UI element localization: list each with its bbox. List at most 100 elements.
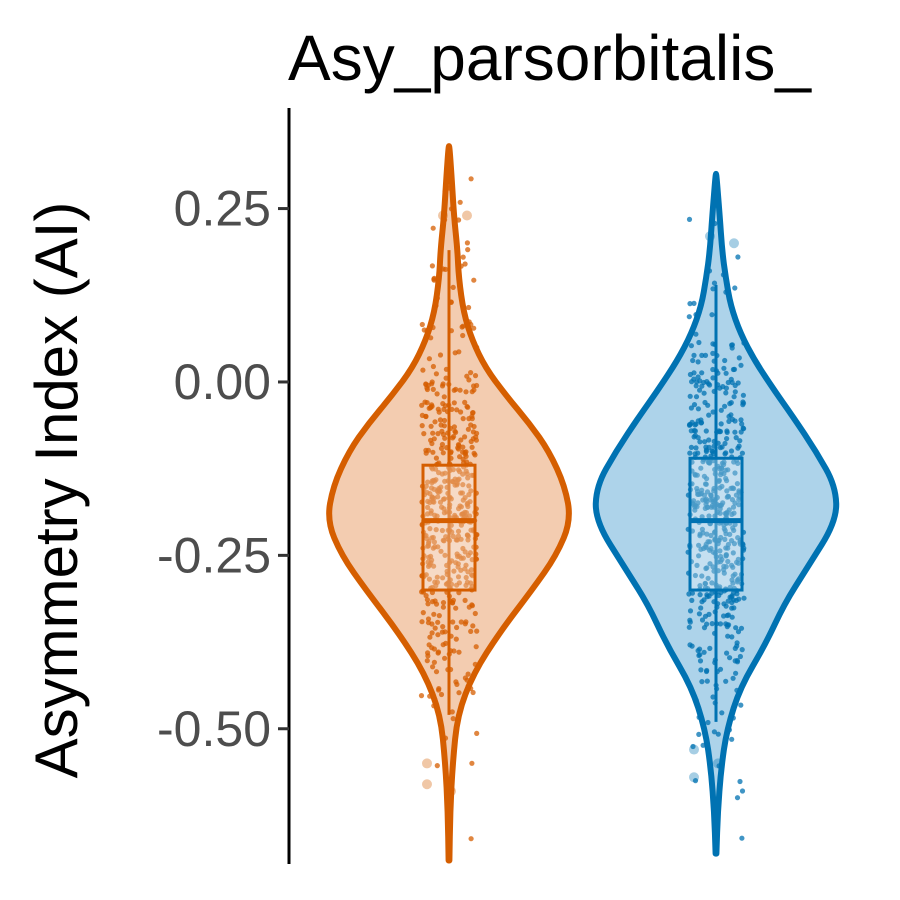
- y-axis-label: Asymmetry Index (AI): [23, 202, 90, 779]
- data-point: [469, 413, 475, 419]
- data-point: [450, 533, 456, 540]
- data-point: [428, 423, 434, 429]
- data-point: [455, 574, 462, 580]
- data-point: [426, 356, 432, 362]
- data-point: [698, 546, 704, 552]
- data-point: [734, 687, 740, 693]
- data-point: [692, 778, 699, 784]
- data-point: [450, 619, 456, 625]
- data-point: [697, 583, 703, 589]
- data-point: [455, 564, 461, 570]
- data-point: [732, 285, 738, 291]
- chart-title: Asy_parsorbitalis_: [288, 22, 812, 94]
- data-point: [442, 217, 448, 223]
- data-point: [433, 466, 439, 472]
- data-point: [688, 343, 695, 349]
- data-point: [691, 370, 697, 376]
- data-point: [454, 407, 460, 413]
- data-point: [723, 385, 730, 391]
- data-point: [435, 494, 441, 500]
- data-point: [720, 500, 726, 506]
- data-point: [691, 434, 697, 440]
- data-point: [711, 280, 718, 286]
- data-point: [425, 601, 431, 607]
- outlier-point: [689, 772, 699, 783]
- data-point: [462, 434, 468, 440]
- data-point: [428, 335, 434, 341]
- data-point: [716, 477, 723, 483]
- data-point: [463, 389, 469, 395]
- data-point: [732, 429, 738, 435]
- data-point: [729, 497, 736, 503]
- data-point: [462, 261, 468, 267]
- data-point: [702, 399, 708, 406]
- y-tick-label: 0.25: [174, 181, 271, 237]
- data-point: [472, 373, 479, 379]
- data-point: [690, 501, 696, 507]
- violin-group: [326, 143, 572, 864]
- data-point: [425, 620, 432, 626]
- data-point: [441, 496, 447, 502]
- data-point: [732, 470, 738, 476]
- data-point: [735, 380, 741, 386]
- data-point: [430, 386, 436, 392]
- data-point: [689, 590, 696, 596]
- data-point: [710, 286, 716, 292]
- data-point: [717, 666, 724, 672]
- data-point: [724, 429, 730, 435]
- data-point: [457, 454, 463, 460]
- data-point: [428, 553, 434, 560]
- data-point: [443, 640, 449, 647]
- data-point: [439, 383, 446, 389]
- data-point: [440, 450, 446, 456]
- data-point: [701, 390, 707, 396]
- violin-group: [592, 170, 840, 857]
- data-point: [724, 478, 730, 484]
- data-point: [731, 394, 737, 400]
- data-point: [462, 621, 468, 627]
- data-point: [438, 548, 444, 554]
- data-point: [687, 301, 693, 307]
- data-point: [732, 571, 738, 577]
- data-point: [458, 409, 464, 415]
- data-point: [705, 719, 711, 726]
- data-point: [699, 352, 705, 358]
- data-point: [741, 340, 747, 346]
- data-point: [693, 312, 699, 318]
- data-point: [463, 468, 469, 474]
- data-point: [423, 483, 429, 489]
- data-point: [736, 596, 742, 602]
- data-point: [465, 247, 471, 253]
- data-point: [450, 284, 456, 290]
- data-point: [686, 314, 692, 320]
- data-point: [454, 482, 460, 488]
- outlier-point: [462, 210, 472, 221]
- data-point: [420, 610, 426, 616]
- data-point: [696, 542, 702, 548]
- data-point: [704, 621, 710, 627]
- data-point: [456, 442, 462, 449]
- data-point: [450, 435, 456, 441]
- data-point: [734, 659, 741, 665]
- data-point: [465, 475, 471, 481]
- data-point: [425, 447, 431, 453]
- data-point: [465, 671, 471, 677]
- data-point: [722, 357, 728, 364]
- data-point: [463, 509, 469, 516]
- data-point: [711, 729, 718, 735]
- data-point: [704, 678, 710, 684]
- data-point: [466, 304, 472, 311]
- data-point: [689, 643, 695, 649]
- data-point: [434, 295, 440, 301]
- data-point: [719, 556, 725, 563]
- outlier-point: [446, 786, 456, 797]
- data-point: [699, 599, 705, 605]
- data-point: [710, 694, 716, 700]
- data-point: [688, 444, 695, 450]
- data-point: [446, 185, 452, 191]
- data-point: [687, 617, 693, 623]
- data-point: [691, 402, 698, 408]
- data-point: [706, 611, 712, 618]
- data-point: [687, 608, 694, 614]
- data-point: [728, 485, 734, 491]
